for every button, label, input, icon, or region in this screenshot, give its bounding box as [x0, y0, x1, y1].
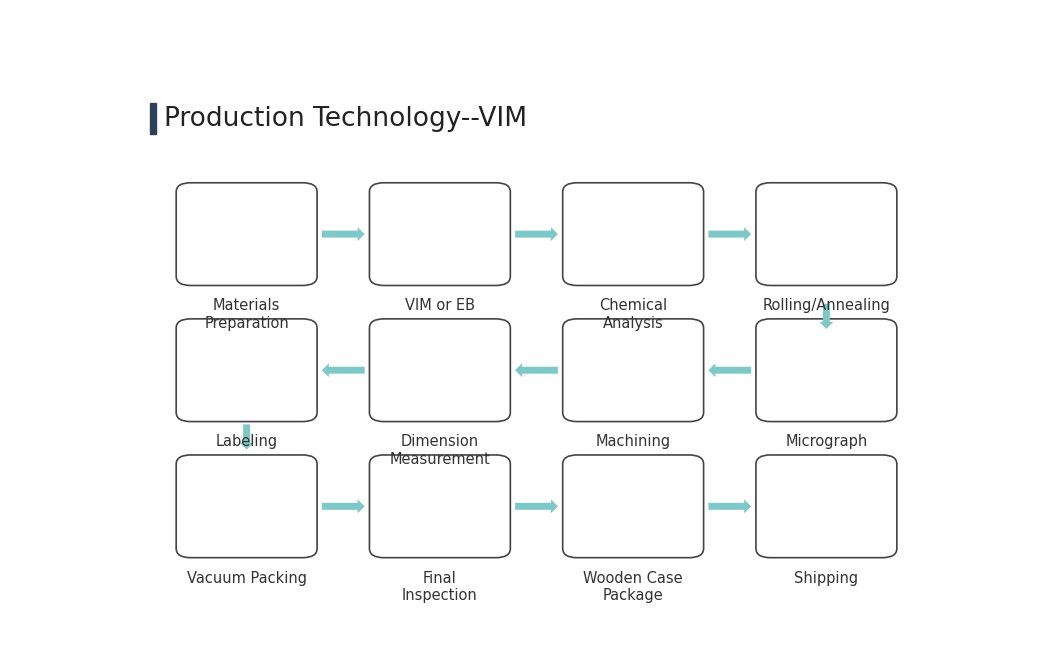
Text: Chemical
Analysis: Chemical Analysis	[600, 298, 667, 331]
FancyBboxPatch shape	[177, 455, 317, 558]
Text: Machining: Machining	[595, 434, 671, 450]
FancyBboxPatch shape	[756, 183, 897, 285]
Bar	[383, 197, 497, 271]
Text: Production Technology--VIM: Production Technology--VIM	[164, 105, 527, 131]
FancyBboxPatch shape	[370, 183, 510, 285]
Text: Vacuum Packing: Vacuum Packing	[187, 570, 307, 586]
FancyBboxPatch shape	[370, 455, 510, 558]
FancyBboxPatch shape	[756, 319, 897, 422]
FancyBboxPatch shape	[563, 183, 703, 285]
Bar	[770, 197, 883, 271]
Bar	[190, 197, 303, 271]
Bar	[190, 334, 303, 407]
Bar	[150, 103, 156, 134]
FancyBboxPatch shape	[370, 319, 510, 422]
Text: Shipping: Shipping	[795, 570, 858, 586]
Text: Materials
Preparation: Materials Preparation	[205, 298, 289, 331]
Bar	[577, 470, 690, 544]
Bar	[770, 470, 883, 544]
FancyBboxPatch shape	[177, 183, 317, 285]
Text: Final
Inspection: Final Inspection	[402, 570, 478, 603]
Bar	[770, 334, 883, 407]
Bar	[190, 470, 303, 544]
Text: Dimension
Measurement: Dimension Measurement	[390, 434, 490, 467]
FancyBboxPatch shape	[563, 319, 703, 422]
Text: Micrograph: Micrograph	[785, 434, 868, 450]
Text: VIM or EB: VIM or EB	[405, 298, 475, 313]
FancyBboxPatch shape	[177, 319, 317, 422]
Bar	[577, 197, 690, 271]
Text: Rolling/Annealing: Rolling/Annealing	[763, 298, 890, 313]
Bar	[383, 470, 497, 544]
Bar	[577, 334, 690, 407]
Text: Wooden Case
Package: Wooden Case Package	[583, 570, 683, 603]
Bar	[383, 334, 497, 407]
FancyBboxPatch shape	[563, 455, 703, 558]
Text: Labeling: Labeling	[215, 434, 277, 450]
FancyBboxPatch shape	[756, 455, 897, 558]
